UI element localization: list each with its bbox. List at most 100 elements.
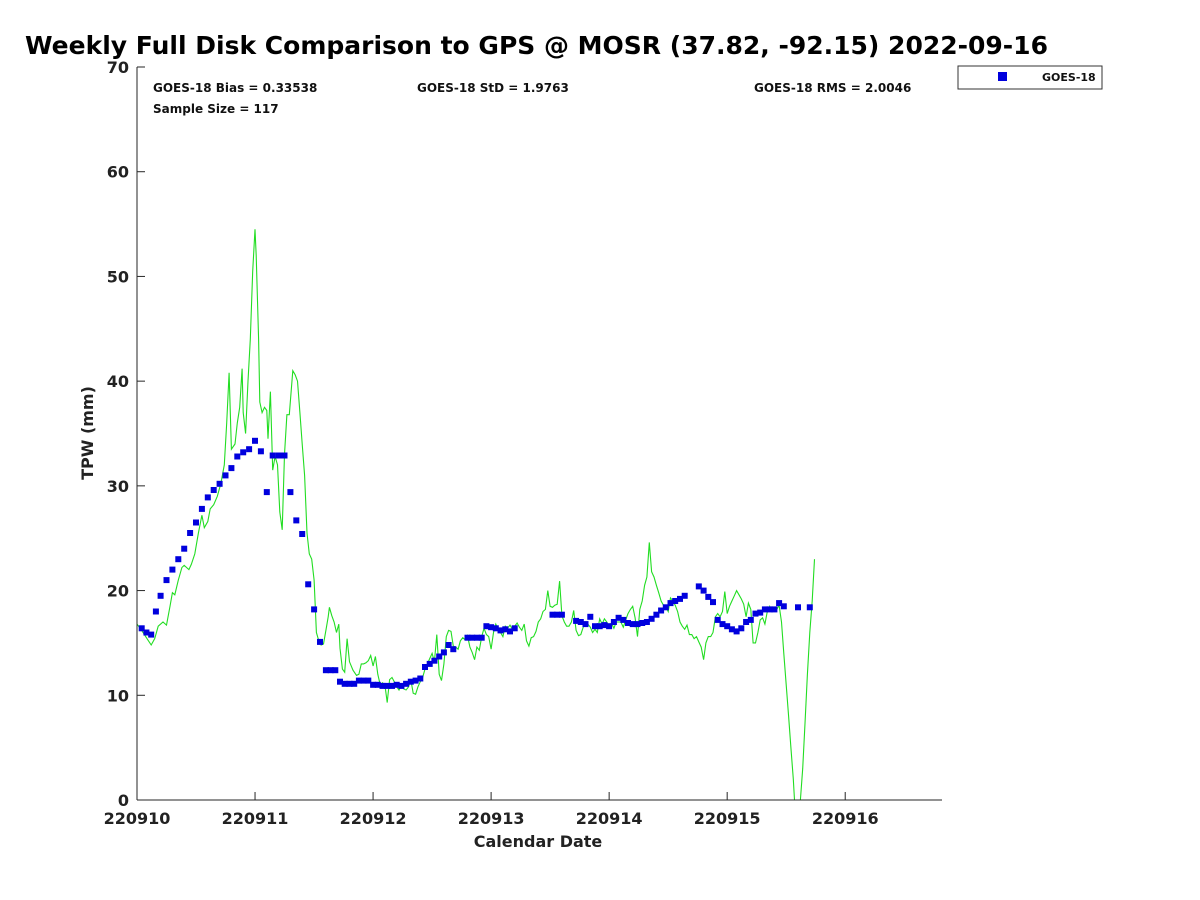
goes-18-point [502, 626, 509, 633]
goes-18-point [795, 604, 801, 611]
y-tick-label: 70 [107, 58, 129, 77]
goes-18-point [181, 545, 188, 552]
goes-18-point [355, 677, 362, 684]
goes-18-point [436, 653, 443, 660]
y-tick-label: 40 [107, 372, 129, 391]
goes-18-point [403, 680, 410, 687]
goes-18-point [257, 448, 264, 455]
y-tick-label: 20 [107, 582, 129, 601]
goes-18-point [469, 634, 476, 641]
goes-18-point [332, 667, 339, 674]
goes-18-point [322, 667, 329, 674]
x-tick-label: 220915 [694, 809, 761, 828]
y-axis-label: TPW (mm) [78, 386, 97, 480]
goes-18-point [771, 606, 778, 613]
goes-18-point [305, 581, 312, 588]
goes-18-point [776, 600, 783, 607]
goes-18-series [138, 437, 813, 689]
y-tick-label: 0 [118, 791, 129, 810]
goes-18-point [281, 452, 288, 459]
goes-18-point [240, 449, 247, 456]
gps-series [136, 229, 816, 801]
goes-18-point [677, 595, 683, 602]
goes-18-point [252, 437, 258, 444]
goes-18-point [587, 613, 594, 620]
goes-18-point [806, 604, 813, 611]
goes-18-point [198, 505, 205, 512]
plot-background [137, 67, 942, 800]
goes-18-point [431, 657, 438, 664]
legend-marker-goes-18 [998, 72, 1007, 81]
goes-18-point [615, 614, 622, 621]
legend-box [957, 65, 1103, 90]
goes-18-point [379, 682, 386, 689]
goes-18-point [710, 599, 716, 606]
y-tick-label: 30 [107, 477, 129, 496]
legend-label-goes-18: GOES-18 [1042, 71, 1096, 84]
goes-18-point [757, 609, 764, 616]
goes-18-point [246, 446, 253, 453]
goes-18-point [445, 642, 452, 648]
goes-18-point [719, 621, 726, 628]
x-tick-label: 220914 [576, 809, 643, 828]
bias-stat: GOES-18 Bias = 0.33538 [153, 81, 317, 95]
goes-18-point [374, 681, 381, 688]
goes-18-point [780, 603, 787, 610]
goes-18-point [412, 677, 419, 684]
goes-18-point [629, 621, 636, 628]
goes-18-point [275, 452, 282, 459]
x-tick-label: 220912 [340, 809, 407, 828]
goes-18-point [596, 623, 603, 630]
goes-18-point [269, 452, 276, 459]
goes-18-point [204, 494, 211, 501]
goes-18-point [592, 623, 598, 630]
goes-18-point [407, 678, 414, 685]
goes-18-point [625, 620, 631, 626]
goes-18-point [360, 677, 367, 684]
goes-18-point [507, 628, 513, 635]
goes-18-point [700, 587, 707, 594]
x-tick-label: 220911 [222, 809, 289, 828]
goes-18-point [483, 623, 490, 630]
goes-18-point [648, 615, 655, 622]
goes-18-point [450, 646, 457, 653]
y-tick-label: 50 [107, 267, 129, 286]
goes-18-point [733, 628, 740, 635]
goes-18-point [228, 465, 235, 472]
goes-18-point [287, 489, 294, 496]
goes-18-point [549, 611, 556, 618]
goes-18-point [582, 621, 589, 628]
y-tick-label: 10 [107, 686, 129, 705]
goes-18-point [263, 489, 270, 496]
goes-18-point [422, 664, 428, 670]
goes-18-point [634, 621, 641, 628]
goes-18-point [681, 592, 688, 599]
goes-18-point [293, 517, 300, 524]
goes-18-point [473, 634, 480, 641]
goes-18-point [417, 675, 424, 682]
x-tick-label: 220916 [812, 809, 879, 828]
y-tick-label: 60 [107, 163, 129, 182]
goes-18-point [143, 629, 150, 636]
goes-18-point [492, 625, 499, 632]
goes-18-point [327, 667, 334, 674]
goes-18-point [398, 682, 405, 689]
goes-18-point [193, 519, 199, 526]
goes-18-point [667, 600, 674, 607]
y-axis-ticks: 0 10 20 30 40 50 60 70 [107, 58, 145, 810]
goes-18-point [601, 622, 608, 629]
std-stat: GOES-18 StD = 1.9763 [417, 81, 569, 95]
goes-18-point [610, 619, 617, 625]
plot-area [136, 67, 942, 801]
goes-18-point [440, 649, 447, 656]
goes-18-point [175, 556, 182, 563]
goes-18-point [577, 619, 584, 625]
goes-18-point [761, 606, 768, 613]
rms-stat: GOES-18 RMS = 2.0046 [754, 81, 911, 95]
goes-18-point [346, 680, 353, 687]
goes-18-point [370, 681, 377, 688]
goes-18-point [620, 616, 627, 623]
goes-18-point [234, 453, 241, 460]
goes-18-point [148, 631, 155, 638]
